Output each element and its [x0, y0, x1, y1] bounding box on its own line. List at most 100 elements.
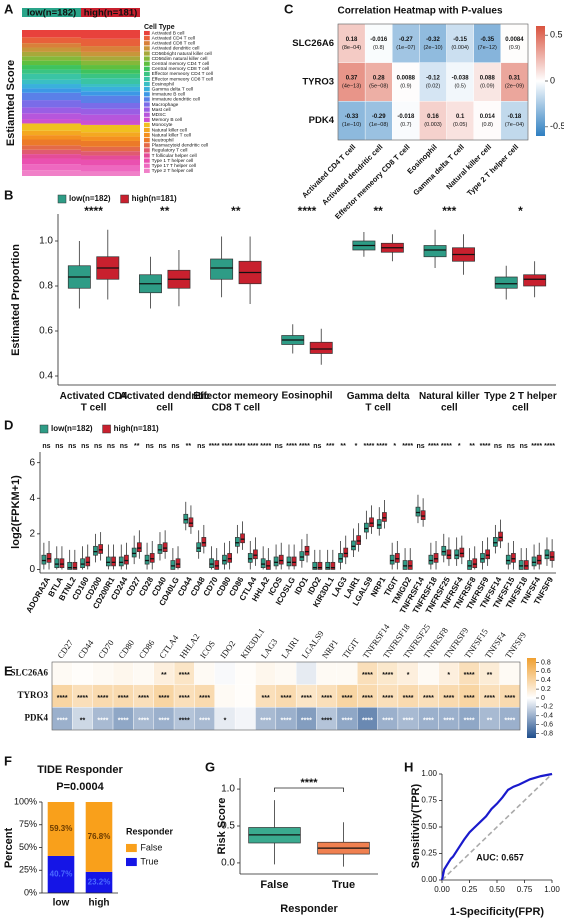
- legend-swatch: [57, 194, 67, 204]
- legend-label: True: [140, 856, 158, 866]
- cell-stars: ****: [199, 718, 210, 725]
- significance: ns: [42, 443, 50, 450]
- box: [188, 517, 194, 528]
- significance: ns: [416, 443, 424, 450]
- column-label: HHLA2: [177, 632, 201, 661]
- y-tick-label: 2: [29, 528, 35, 539]
- box: [420, 510, 426, 520]
- cell-stars: ****: [118, 718, 129, 725]
- x-tick-label: 0.25: [462, 885, 478, 894]
- box: [80, 558, 85, 569]
- legend-label: Activated CD4 T cell: [152, 35, 195, 41]
- cell-p-value: (0.8): [482, 122, 493, 128]
- heatmap-cell: [418, 661, 439, 685]
- significance: ****: [209, 443, 220, 450]
- significance: ***: [326, 443, 334, 450]
- group-label: high(n=181): [84, 8, 138, 19]
- cell-p-value: (1e−07): [396, 45, 415, 51]
- bar-segment: [81, 155, 140, 160]
- annotation: AUC: 0.657: [476, 852, 524, 862]
- column-label: CD80: [116, 638, 136, 660]
- bar-segment: [22, 135, 81, 140]
- cell-p-value: (0.003): [424, 122, 442, 128]
- heatmap-cell: [194, 661, 215, 685]
- column-label: Type 2 T helper cell: [465, 142, 520, 197]
- box: [235, 537, 240, 547]
- box: [85, 556, 91, 567]
- legend-label: high(n=181): [114, 424, 159, 433]
- box: [441, 545, 447, 556]
- box: [265, 560, 271, 570]
- box: [382, 512, 387, 522]
- legend-label: Activated B cell: [152, 30, 185, 36]
- legend-swatch: [144, 153, 150, 158]
- significance: ****: [544, 443, 555, 450]
- bar-segment: [22, 69, 81, 74]
- box: [523, 274, 547, 287]
- heatmap-cell: [336, 661, 358, 685]
- box: [201, 537, 207, 547]
- x-tick-label: 1.00: [544, 885, 560, 894]
- legend-swatch: [144, 138, 150, 143]
- bar-segment: [22, 130, 81, 136]
- legend-label: Activated dendritic cell: [152, 46, 200, 52]
- x-tick-label: Gamma delta T cell: [347, 391, 410, 414]
- heatmap-cell: [364, 62, 393, 102]
- significance: ns: [107, 443, 115, 450]
- group-bar: [81, 8, 140, 17]
- box: [210, 258, 234, 280]
- y-tick-label: 75%: [19, 819, 37, 829]
- significance: ns: [94, 443, 102, 450]
- heatmap-cell: [419, 23, 447, 63]
- cell-p-value: (0.9): [400, 83, 411, 89]
- colorbar-label: 0: [541, 695, 545, 702]
- column-label: ICOS: [198, 638, 217, 660]
- significance: *: [458, 443, 461, 450]
- cell-stars: ****: [281, 695, 292, 702]
- cell-p-value: (0.09): [480, 83, 495, 89]
- box: [480, 553, 485, 563]
- bar-segment: [22, 154, 81, 159]
- legend-label: CD56dim natural killer cell: [152, 56, 208, 62]
- y-tick-label: 0: [29, 564, 35, 575]
- legend-swatch: [144, 143, 150, 148]
- column-label: CTLA4: [157, 632, 181, 660]
- heatmap-cell: [337, 101, 366, 141]
- panel-letter: G: [205, 759, 215, 774]
- box: [428, 554, 434, 565]
- cell-stars: ****: [342, 695, 353, 702]
- x-tick-label: Eosinophil: [281, 391, 332, 402]
- box: [273, 556, 279, 567]
- cell-stars: ****: [464, 672, 475, 679]
- legend-swatch: [144, 30, 150, 36]
- box: [144, 554, 150, 565]
- legend-swatch: [102, 424, 111, 434]
- row-label: SLC26A6: [10, 667, 48, 677]
- legend-label: Central memory CD4 T cell: [152, 61, 210, 67]
- y-tick-label: 1.0: [221, 784, 235, 795]
- roc-curve: [440, 772, 553, 881]
- significance: ****: [428, 443, 439, 450]
- significance: ns: [171, 443, 179, 450]
- cell-stars: ****: [403, 718, 414, 725]
- heatmap-cell: [499, 661, 521, 685]
- box: [325, 561, 331, 570]
- box: [286, 556, 292, 567]
- box: [222, 554, 227, 565]
- column-label: TNFSF9: [503, 630, 528, 660]
- colorbar-label: 0: [550, 75, 555, 85]
- x-tick-label: low: [53, 898, 70, 909]
- cell-stars: ****: [57, 695, 68, 702]
- cell-stars: ****: [403, 695, 414, 702]
- significance: ****: [531, 443, 542, 450]
- legend-swatch: [144, 46, 150, 51]
- cell-stars: ****: [97, 718, 108, 725]
- box: [407, 560, 413, 570]
- box: [72, 561, 78, 570]
- significance: ****: [441, 443, 452, 450]
- bar-segment: [81, 103, 140, 109]
- legend-swatch: [144, 148, 150, 153]
- box: [209, 558, 214, 569]
- y-tick-label: 6: [29, 457, 35, 468]
- legend-swatch: [144, 117, 150, 122]
